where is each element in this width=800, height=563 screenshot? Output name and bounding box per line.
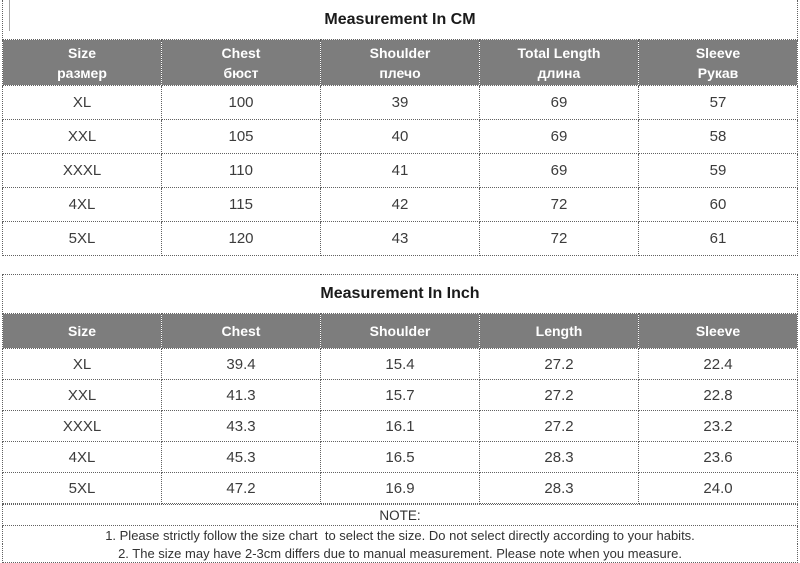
measurement-inch-table: Measurement In Inch Size Chest Shoulder Len…	[2, 274, 798, 504]
size-row-4XL: 4XL 45.3 16.5 28.3 23.6	[2, 441, 798, 473]
table-cell: 39.4	[161, 348, 321, 380]
table-cell: 5XL	[2, 221, 162, 256]
table-cell: XXL	[2, 119, 162, 154]
table-cell: 120	[161, 221, 321, 256]
inch-header-row: Size Chest Shoulder Length Sleeve	[2, 313, 798, 349]
note-section: NOTE: 1. Please strictly follow the size…	[2, 504, 798, 563]
column-header: Sleeve	[638, 313, 798, 349]
size-row-XL: XL 100 39 69 57	[2, 85, 798, 120]
table-cell: 39	[320, 85, 480, 120]
table-cell: 43.3	[161, 410, 321, 442]
size-row-XL: XL 39.4 15.4 27.2 22.4	[2, 348, 798, 380]
cm-title-row: Measurement In CM	[2, 0, 798, 40]
table-cell: XXXL	[2, 410, 162, 442]
table-cell: 22.8	[638, 379, 798, 411]
table-cell: 61	[638, 221, 798, 256]
table-cell: 4XL	[2, 187, 162, 222]
table-cell: 47.2	[161, 472, 321, 504]
column-header: Chest	[161, 313, 321, 349]
table-cell: 41	[320, 153, 480, 188]
table-cell: 72	[479, 221, 639, 256]
table-cell: 5XL	[2, 472, 162, 504]
column-header: Size	[2, 313, 162, 349]
column-header: Size размер	[2, 39, 162, 86]
table-cell: XL	[2, 348, 162, 380]
table-cell: 45.3	[161, 441, 321, 473]
table-cell: 40	[320, 119, 480, 154]
cm-table-body: XL 100 39 69 57 XXL 105 40 69 58 XXXL 110 41 69 59 4XL 1…	[2, 85, 798, 256]
table-cell: 60	[638, 187, 798, 222]
note-title-row: NOTE:	[2, 504, 798, 526]
table-cell: 72	[479, 187, 639, 222]
column-header: Sleeve Рукав	[638, 39, 798, 86]
cm-header-row: Size размер Chest бюст Shoulder плечо Total Le…	[2, 39, 798, 86]
size-row-5XL: 5XL 47.2 16.9 28.3 24.0	[2, 472, 798, 504]
inch-title-row: Measurement In Inch	[2, 274, 798, 314]
size-row-5XL: 5XL 120 43 72 61	[2, 221, 798, 256]
size-row-XXXL: XXXL 43.3 16.1 27.2 23.2	[2, 410, 798, 442]
table-cell: 69	[479, 119, 639, 154]
table-cell: XXL	[2, 379, 162, 411]
note-title: NOTE:	[2, 504, 798, 526]
table-cell: 27.2	[479, 348, 639, 380]
table-cell: 41.3	[161, 379, 321, 411]
table-cell: 22.4	[638, 348, 798, 380]
table-cell: 42	[320, 187, 480, 222]
note-line-row: 2. The size may have 2-3cm differs due t…	[2, 544, 798, 563]
column-header: Length	[479, 313, 639, 349]
note-line-2: 2. The size may have 2-3cm differs due t…	[2, 544, 798, 563]
table-cell: XXXL	[2, 153, 162, 188]
table-cell: 27.2	[479, 379, 639, 411]
cm-table-title: Measurement In CM	[2, 0, 798, 40]
table-cell: 115	[161, 187, 321, 222]
table-cell: 16.1	[320, 410, 480, 442]
table-cell: 43	[320, 221, 480, 256]
column-header: Shoulder	[320, 313, 480, 349]
size-row-XXL: XXL 105 40 69 58	[2, 119, 798, 154]
table-cell: 58	[638, 119, 798, 154]
table-cell: 16.9	[320, 472, 480, 504]
table-cell: 23.2	[638, 410, 798, 442]
measurement-cm-table: Measurement In CM Size размер Chest бюст Sho…	[2, 0, 798, 256]
table-cell: 24.0	[638, 472, 798, 504]
size-row-4XL: 4XL 115 42 72 60	[2, 187, 798, 222]
size-row-XXXL: XXXL 110 41 69 59	[2, 153, 798, 188]
table-cell: 110	[161, 153, 321, 188]
size-row-XXL: XXL 41.3 15.7 27.2 22.8	[2, 379, 798, 411]
table-cell: 28.3	[479, 472, 639, 504]
table-cell: 105	[161, 119, 321, 154]
cell-border-artifact	[9, 0, 10, 31]
inch-table-body: XL 39.4 15.4 27.2 22.4 XXL 41.3 15.7 27.2 22.8 XXX…	[2, 348, 798, 504]
table-gap	[0, 256, 800, 274]
table-cell: 28.3	[479, 441, 639, 473]
table-cell: 16.5	[320, 441, 480, 473]
inch-table-title: Measurement In Inch	[2, 274, 798, 314]
column-header: Total Length длина	[479, 39, 639, 86]
note-line-1: 1. Please strictly follow the size chart…	[2, 525, 798, 544]
table-cell: 69	[479, 153, 639, 188]
table-cell: 4XL	[2, 441, 162, 473]
table-cell: 27.2	[479, 410, 639, 442]
table-cell: 57	[638, 85, 798, 120]
table-cell: 15.4	[320, 348, 480, 380]
table-cell: 59	[638, 153, 798, 188]
column-header: Shoulder плечо	[320, 39, 480, 86]
column-header: Chest бюст	[161, 39, 321, 86]
table-cell: 100	[161, 85, 321, 120]
note-line-row: 1. Please strictly follow the size chart…	[2, 525, 798, 544]
table-cell: XL	[2, 85, 162, 120]
table-cell: 15.7	[320, 379, 480, 411]
table-cell: 69	[479, 85, 639, 120]
table-cell: 23.6	[638, 441, 798, 473]
